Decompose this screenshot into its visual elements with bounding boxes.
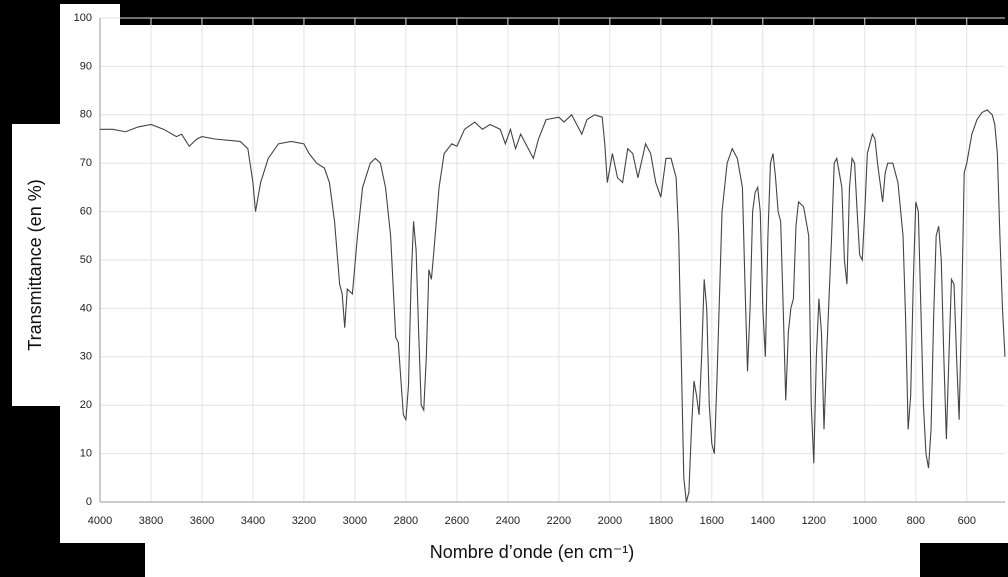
ylabel-box — [12, 124, 62, 406]
y-tick-label: 90 — [80, 60, 92, 72]
x-tick-label: 2800 — [394, 515, 418, 527]
plot-background — [60, 25, 1008, 543]
y-tick-label: 20 — [80, 399, 92, 411]
y-tick-label: 80 — [80, 109, 92, 121]
x-tick-label: 600 — [958, 515, 976, 527]
xlabel-box — [145, 542, 920, 577]
panel — [60, 4, 120, 26]
x-tick-label: 1600 — [700, 515, 724, 527]
x-tick-label: 2200 — [547, 515, 571, 527]
y-tick-label: 40 — [80, 302, 92, 314]
x-tick-label: 3000 — [343, 515, 367, 527]
x-tick-label: 2400 — [496, 515, 520, 527]
y-tick-label: 50 — [80, 254, 92, 266]
x-tick-label: 1800 — [649, 515, 673, 527]
x-tick-label: 3800 — [139, 515, 163, 527]
x-tick-label: 3600 — [190, 515, 214, 527]
x-tick-label: 1000 — [853, 515, 877, 527]
x-tick-label: 2000 — [598, 515, 622, 527]
x-tick-label: 1400 — [751, 515, 775, 527]
x-tick-label: 1200 — [802, 515, 826, 527]
x-tick-label: 3400 — [241, 515, 265, 527]
x-tick-label: 4000 — [88, 515, 112, 527]
y-tick-label: 10 — [80, 448, 92, 460]
x-tick-label: 3200 — [292, 515, 316, 527]
spectrum-line — [100, 109, 1006, 503]
y-axis-label: Transmittance (en %) — [25, 179, 45, 350]
x-tick-label: 800 — [907, 515, 925, 527]
y-tick-label: 0 — [86, 496, 92, 508]
y-tick-label: 70 — [80, 157, 92, 169]
y-tick-label: 60 — [80, 206, 92, 218]
x-tick-label: 2600 — [445, 515, 469, 527]
x-axis-label: Nombre d’onde (en cm⁻¹) — [430, 542, 635, 562]
y-tick-label: 100 — [74, 12, 92, 24]
y-tick-label: 30 — [80, 351, 92, 363]
